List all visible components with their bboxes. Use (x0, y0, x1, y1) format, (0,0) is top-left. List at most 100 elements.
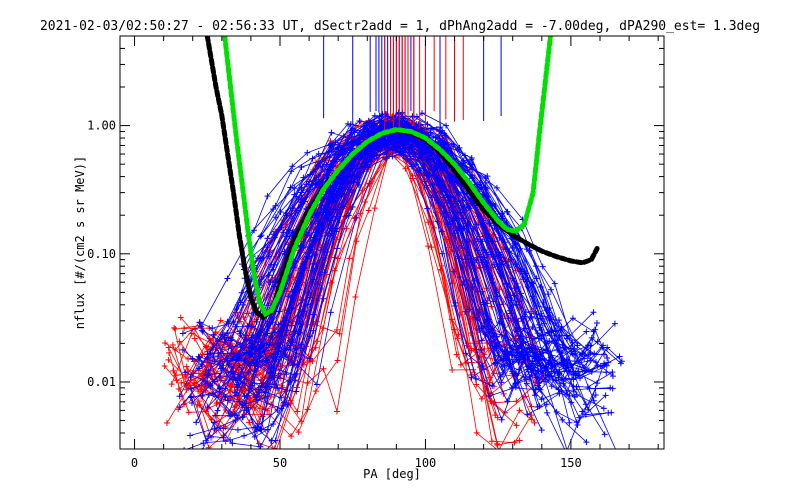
red-series-marker (334, 326, 341, 333)
blue-series-marker (609, 385, 616, 392)
blue-series-marker (270, 206, 277, 213)
red-series-marker (295, 429, 302, 436)
red-series-marker (494, 441, 501, 448)
blue-series-marker (251, 350, 258, 357)
blue-series-marker (258, 426, 265, 433)
blue-series-marker (530, 280, 537, 287)
blue-series-marker (179, 346, 186, 353)
blue-series-marker (216, 361, 223, 368)
red-series-marker (226, 386, 233, 393)
blue-series-marker (468, 156, 475, 163)
blue-series-marker (504, 398, 511, 405)
blue-series-marker (438, 228, 445, 235)
blue-series-marker (538, 427, 545, 434)
blue-series-marker (478, 346, 485, 353)
blue-series-marker (297, 242, 304, 249)
blue-series-marker (472, 314, 479, 321)
red-series-marker (327, 137, 334, 144)
blue-series-marker (188, 393, 195, 400)
blue-series-marker (220, 434, 227, 441)
red-series-marker (165, 344, 172, 351)
blue-series-marker (556, 390, 563, 397)
blue-series-marker (505, 264, 512, 271)
blue-series-marker (413, 141, 420, 148)
blue-series-marker (398, 149, 405, 156)
blue-series-marker (288, 322, 295, 329)
blue-series-marker (439, 137, 446, 144)
blue-series-marker (604, 354, 611, 361)
blue-series-marker (227, 334, 234, 341)
red-series-marker (409, 172, 416, 179)
blue-series-marker (328, 230, 335, 237)
blue-series-marker (479, 219, 486, 226)
blue-series-marker (241, 357, 248, 364)
blue-series-marker (439, 250, 446, 257)
blue-series-trace (217, 113, 613, 427)
blue-series-marker (570, 376, 577, 383)
blue-series-marker (503, 355, 510, 362)
blue-series-marker (298, 164, 305, 171)
blue-series-marker (222, 394, 229, 401)
red-series-marker (320, 325, 327, 332)
red-series-marker (511, 439, 518, 446)
blue-series-marker (249, 342, 256, 349)
blue-series-marker (413, 113, 420, 120)
blue-series-marker (268, 437, 275, 444)
blue-series-marker (241, 349, 248, 356)
blue-series-marker (352, 214, 359, 221)
blue-series-marker (305, 188, 312, 195)
red-series-marker (352, 293, 359, 300)
blue-series-marker (424, 205, 431, 212)
blue-series-marker (233, 412, 240, 419)
blue-series-marker (489, 382, 496, 389)
blue-series-marker (179, 330, 186, 337)
red-series-marker (203, 343, 210, 350)
blue-series-marker (216, 385, 223, 392)
blue-series-marker (590, 397, 597, 404)
blue-series-marker (449, 217, 456, 224)
blue-series-trace (255, 123, 616, 449)
red-series-marker (454, 335, 461, 342)
blue-series-marker (403, 121, 410, 128)
blue-series-marker (600, 351, 607, 358)
blue-series-marker (280, 229, 287, 236)
blue-series-marker (332, 206, 339, 213)
red-series-marker (165, 356, 172, 363)
blue-series-marker (605, 359, 612, 366)
blue-series-marker (563, 450, 569, 456)
blue-series-marker (573, 391, 580, 398)
blue-series-marker (443, 122, 450, 129)
red-series-marker (294, 408, 301, 415)
red-series-marker (516, 407, 523, 414)
blue-series-marker (548, 364, 555, 371)
blue-series-marker (231, 411, 238, 418)
blue-series-marker (319, 163, 326, 170)
blue-series-marker (539, 263, 546, 270)
red-series-marker (365, 207, 372, 214)
blue-series-marker (292, 353, 299, 360)
blue-series-marker (460, 215, 467, 222)
red-series-marker (175, 385, 182, 392)
blue-series-marker (274, 385, 281, 392)
red-series-marker (425, 243, 432, 250)
red-series-marker (188, 330, 195, 337)
red-series-marker (455, 331, 462, 338)
blue-series-marker (583, 328, 590, 335)
blue-series-marker (274, 407, 281, 414)
blue-series-marker (403, 136, 410, 143)
blue-series-marker (336, 142, 343, 149)
blue-series-marker (211, 425, 218, 432)
red-series-marker (428, 244, 435, 251)
blue-series-marker (617, 455, 623, 461)
blue-series-marker (325, 148, 332, 155)
blue-series-marker (383, 150, 390, 157)
blue-series-marker (478, 337, 485, 344)
fit-curve-layer (204, 36, 600, 321)
red-series-marker (177, 314, 184, 321)
blue-series-marker (493, 184, 500, 191)
blue-series-marker (176, 393, 183, 400)
blue-series-marker (443, 214, 450, 221)
blue-series-marker (593, 359, 600, 366)
blue-series-marker (551, 280, 558, 287)
blue-series-marker (324, 249, 331, 256)
